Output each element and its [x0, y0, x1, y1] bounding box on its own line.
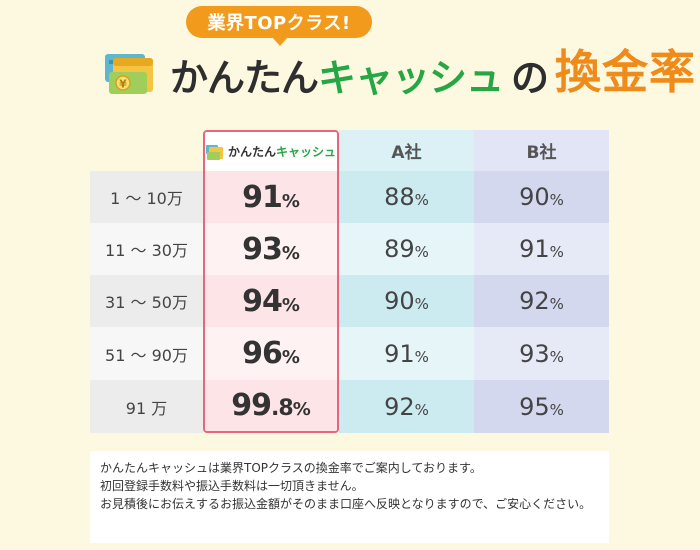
rate-number: 92: [519, 287, 550, 315]
company-b-rate-cell: 93%: [474, 327, 609, 380]
rate-percent: %: [281, 347, 300, 368]
brand-mini-cash: キャッシュ: [276, 145, 337, 159]
company-b-header: B社: [474, 130, 609, 171]
badge-text: 業界TOPクラス!: [207, 13, 351, 34]
company-a-rate-value: 92%: [384, 393, 429, 421]
company-b-rate-value: 95%: [519, 393, 564, 421]
company-a-column: A社 88% 89% 90% 91% 92%: [339, 130, 474, 433]
range-label: 31 〜 50万: [105, 293, 188, 312]
range-label: 91 万: [125, 398, 168, 418]
page-headline: かんたん キャッシュ の 換金率: [170, 42, 696, 102]
company-b-rate-value: 90%: [519, 183, 564, 211]
wallet-yen-icon: ¥: [105, 54, 153, 94]
range-label: 11 〜 30万: [105, 241, 188, 260]
brand-rate-cell: 91%: [205, 171, 337, 223]
company-a-rate-cell: 91%: [339, 327, 474, 380]
rate-percent: %: [549, 347, 564, 366]
rate-percent: %: [414, 400, 429, 419]
brand-rate-value: 99.8%: [231, 388, 310, 423]
notice-line: 初回登録手数料や振込手数料は一切頂きません。: [100, 479, 364, 493]
brand-rate-cell: 99.8%: [205, 380, 337, 431]
brand-rate-cell: 93%: [205, 223, 337, 275]
brand-column: かんたん キャッシュ 91% 93% 94% 96% 99.8%: [203, 130, 339, 433]
headline-particle: の: [511, 56, 550, 100]
brand-rate-value: 93%: [242, 232, 300, 267]
rate-number: 89: [384, 235, 415, 263]
range-label: 1 〜 10万: [110, 189, 183, 208]
company-b-label: B社: [526, 143, 557, 163]
rate-percent: %: [292, 399, 311, 420]
rate-number: 92: [384, 392, 415, 421]
rate-percent: %: [281, 190, 300, 212]
company-b-rate-value: 91%: [519, 235, 564, 263]
headline-brand-kantan: かんたん: [170, 56, 319, 100]
rate-percent: %: [549, 191, 564, 209]
brand-mini-kantan: かんたん: [227, 145, 276, 159]
rate-number: 90: [519, 183, 550, 211]
company-a-rate-cell: 92%: [339, 380, 474, 433]
company-a-rate-cell: 89%: [339, 223, 474, 275]
rate-percent: %: [549, 400, 564, 419]
company-a-rate-cell: 88%: [339, 171, 474, 223]
company-b-rate-value: 92%: [519, 287, 564, 315]
range-label: 51 〜 90万: [105, 345, 188, 365]
headline-brand-cash: キャッシュ: [318, 56, 504, 100]
company-b-rate-cell: 91%: [474, 223, 609, 275]
rate-number: 94: [242, 283, 283, 319]
company-b-rate-cell: 95%: [474, 380, 609, 433]
brand-rate-cell: 94%: [205, 275, 337, 327]
brand-rate-value: 96%: [242, 336, 300, 371]
rate-percent: %: [414, 191, 429, 209]
company-b-rate-cell: 92%: [474, 275, 609, 327]
rate-number: 93: [519, 339, 550, 368]
company-a-rate-value: 91%: [384, 340, 429, 368]
company-a-header: A社: [339, 130, 474, 171]
rate-percent: %: [549, 295, 564, 313]
range-cell: 1 〜 10万: [90, 171, 203, 223]
range-column: 1 〜 10万 11 〜 30万 31 〜 50万 51 〜 90万 91 万: [90, 130, 203, 433]
rate-number: 91: [242, 179, 283, 215]
company-a-rate-value: 88%: [384, 183, 429, 211]
rate-percent: %: [281, 294, 300, 316]
range-cell: 11 〜 30万: [90, 223, 203, 275]
rate-number: 88: [384, 183, 415, 211]
svg-text:¥: ¥: [119, 78, 127, 91]
company-a-rate-cell: 90%: [339, 275, 474, 327]
wallet-icon: [205, 144, 223, 160]
brand-mini-logo: かんたん キャッシュ: [205, 143, 337, 160]
rate-decimal: .8: [271, 396, 294, 421]
brand-rate-value: 91%: [242, 180, 300, 215]
rate-percent: %: [549, 243, 564, 261]
brand-rate-value: 94%: [242, 284, 300, 319]
notice-line: かんたんキャッシュは業界TOPクラスの換金率でご案内しております。: [100, 461, 482, 475]
notice-box: かんたんキャッシュは業界TOPクラスの換金率でご案内しております。 初回登録手数…: [90, 451, 609, 543]
rate-comparison-table: 1 〜 10万 11 〜 30万 31 〜 50万 51 〜 90万 91 万 …: [90, 130, 609, 433]
rate-percent: %: [414, 347, 429, 366]
range-cell: 91 万: [90, 380, 203, 433]
range-cell: 51 〜 90万: [90, 327, 203, 380]
brand-column-header: かんたん キャッシュ: [205, 132, 337, 171]
company-b-rate-value: 93%: [519, 340, 564, 368]
rate-number: 93: [242, 231, 283, 267]
brand-rate-cell: 96%: [205, 327, 337, 380]
company-a-label: A社: [391, 143, 422, 163]
company-b-column: B社 90% 91% 92% 93% 95%: [474, 130, 609, 433]
badge-tail: [272, 37, 288, 46]
rate-number: 91: [519, 235, 550, 263]
headline-keyword: 換金率: [555, 45, 697, 99]
company-b-rate-cell: 90%: [474, 171, 609, 223]
range-cell: 31 〜 50万: [90, 275, 203, 327]
rate-number: 95: [519, 392, 550, 421]
rate-number: 96: [242, 336, 283, 371]
rate-number: 90: [384, 287, 415, 315]
notice-line: お見積後にお伝えするお振込金額がそのまま口座へ反映となりますので、ご安心ください…: [100, 497, 592, 511]
company-a-rate-value: 89%: [384, 235, 429, 263]
company-a-rate-value: 90%: [384, 287, 429, 315]
rate-number: 99: [231, 388, 272, 423]
top-class-badge: 業界TOPクラス!: [186, 6, 372, 38]
rate-percent: %: [414, 295, 429, 313]
rate-percent: %: [281, 242, 300, 264]
rate-percent: %: [414, 243, 429, 261]
rate-number: 91: [384, 339, 415, 368]
